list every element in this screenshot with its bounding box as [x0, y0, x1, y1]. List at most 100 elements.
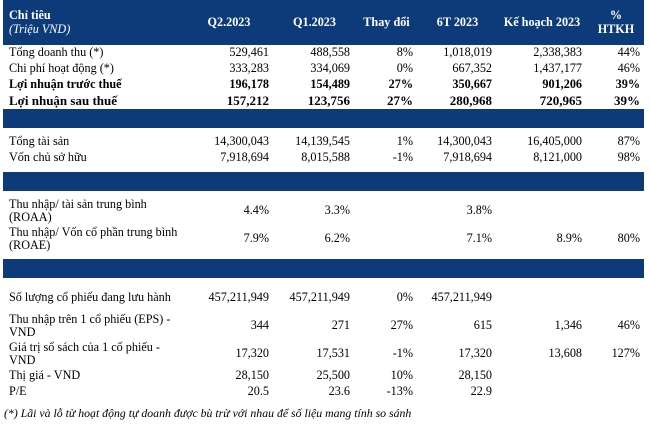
cell-plan-2023: 8.9% [556, 231, 582, 246]
cell-q1-2023: 271 [331, 318, 350, 333]
cell-q2-2023: 529,461 [229, 45, 269, 60]
cell-q2-2023: 17,320 [235, 346, 269, 361]
cell-plan-completion [586, 368, 644, 384]
cell-plan-2023 [496, 368, 586, 384]
section-divider [3, 109, 644, 128]
cell-6m-2023: 7,918,694 [443, 150, 492, 165]
row-label: Lợi nhuận sau thuế [9, 93, 117, 109]
cell-q1-2023: 3.3% [324, 203, 350, 218]
cell-6m-2023: 22.9 [470, 384, 492, 399]
table-row: Lợi nhuận trước thuế 196,178 154,489 27% 350… [3, 77, 644, 93]
header-q1-2023: Q1.2023 [293, 14, 336, 29]
cell-change [354, 197, 417, 225]
cell-change: -13% [386, 384, 413, 399]
row-label: Thu nhập trên 1 cổ phiếu (EPS) - VND [9, 312, 171, 339]
cell-6m-2023: 280,968 [449, 93, 492, 109]
row-label: Thu nhập/ Vốn cổ phần trung bình (ROAE) [9, 225, 178, 252]
cell-6m-2023: 457,211,949 [431, 290, 493, 305]
cell-q2-2023: 333,283 [229, 61, 269, 76]
row-label: Số lượng cổ phiếu đang lưu hành [9, 290, 171, 305]
header-indicator-title: Chỉ tiêu [9, 8, 51, 22]
cell-plan-completion: 127% [611, 346, 640, 361]
row-label: Giá trị sổ sách của 1 cổ phiếu - VND [9, 340, 160, 367]
cell-q1-2023: 154,489 [310, 77, 350, 92]
table-row: Chi phí hoạt động (*) 333,283 334,069 0% 667… [3, 61, 644, 77]
table-header: Chỉ tiêu (Triệu VND) Q2.2023 Q1.2023 Tha… [3, 0, 644, 45]
cell-q1-2023: 457,211,949 [289, 290, 351, 305]
section-divider-bar [3, 259, 644, 278]
cell-plan-2023: 1,346 [554, 318, 582, 333]
cell-q2-2023: 7.9% [243, 231, 269, 246]
cell-q2-2023: 28,150 [235, 368, 269, 383]
table-row: Thu nhập/ tài sản trung bình (ROAA) 4.4% 3… [3, 197, 644, 225]
cell-6m-2023: 14,300,043 [437, 134, 492, 149]
cell-plan-2023: 16,405,000 [527, 134, 582, 149]
cell-change [354, 225, 417, 253]
cell-plan-2023 [496, 384, 586, 400]
table-row: Tổng doanh thu (*) 529,461 488,558 8% 1,018,… [3, 45, 644, 61]
row-label: Lợi nhuận trước thuế [9, 77, 122, 92]
table-row: P/E 20.5 23.6 -13% 22.9 [3, 384, 644, 400]
table-row: Số lượng cổ phiếu đang lưu hành 457,211,9… [3, 284, 644, 312]
cell-q2-2023: 4.4% [243, 203, 269, 218]
row-label: Tổng tài sản [9, 134, 70, 149]
row-label: Vốn chủ sở hữu [9, 150, 87, 165]
row-label: Chi phí hoạt động (*) [9, 61, 114, 76]
header-plan-2023: Kế hoạch 2023 [503, 14, 581, 29]
table-row: Vốn chủ sở hữu 7,918,694 8,015,588 -1% 7,918… [3, 150, 644, 166]
cell-q1-2023: 488,558 [310, 45, 350, 60]
cell-plan-completion [586, 284, 644, 312]
footnote: (*) Lãi và lỗ từ hoạt động tự doanh được… [4, 406, 412, 420]
cell-q2-2023: 157,212 [226, 93, 269, 109]
cell-6m-2023: 667,352 [452, 61, 492, 76]
cell-change: 0% [396, 61, 413, 76]
header-indicator: Chỉ tiêu (Triệu VND) [3, 0, 183, 45]
cell-plan-2023: 1,437,177 [533, 61, 582, 76]
cell-6m-2023: 17,320 [458, 346, 492, 361]
cell-q2-2023: 344 [250, 318, 269, 333]
table-row: Lợi nhuận sau thuế 157,212 123,756 27% 280,9… [3, 93, 644, 109]
cell-plan-completion: 39% [614, 93, 640, 109]
section-divider [3, 172, 644, 191]
cell-plan-2023 [496, 197, 586, 225]
cell-q1-2023: 17,531 [316, 346, 350, 361]
header-change: Thay đổi [363, 14, 410, 29]
cell-plan-2023: 13,608 [548, 346, 582, 361]
cell-6m-2023: 350,667 [452, 77, 492, 92]
header-6m-2023: 6T 2023 [436, 14, 479, 29]
cell-q2-2023: 14,300,043 [214, 134, 269, 149]
financial-table: Chỉ tiêu (Triệu VND) Q2.2023 Q1.2023 Tha… [3, 0, 644, 400]
cell-plan-completion [586, 197, 644, 225]
section-divider-bar [3, 109, 644, 128]
cell-change: 27% [390, 318, 413, 333]
cell-q1-2023: 25,500 [316, 368, 350, 383]
cell-plan-completion: 46% [617, 318, 640, 333]
cell-6m-2023: 615 [473, 318, 492, 333]
cell-q2-2023: 7,918,694 [220, 150, 269, 165]
cell-change: -1% [392, 346, 413, 361]
table-row: Tổng tài sản 14,300,043 14,139,545 1% 14,300… [3, 134, 644, 150]
cell-plan-completion: 39% [615, 77, 640, 92]
section-divider [3, 259, 644, 278]
row-label: Thu nhập/ tài sản trung bình (ROAA) [9, 197, 147, 224]
cell-6m-2023: 3.8% [466, 203, 492, 218]
header-q2-2023: Q2.2023 [207, 14, 251, 29]
cell-q1-2023: 123,756 [307, 93, 350, 109]
table-row: Giá trị sổ sách của 1 cổ phiếu - VND 17,3… [3, 340, 644, 368]
cell-q1-2023: 23.6 [328, 384, 350, 399]
cell-plan-2023 [496, 284, 586, 312]
cell-change: 8% [396, 45, 413, 60]
header-plan-completion: % HTKH [597, 8, 635, 36]
cell-q1-2023: 6.2% [324, 231, 350, 246]
cell-plan-completion: 44% [617, 45, 640, 60]
cell-q1-2023: 334,069 [310, 61, 350, 76]
row-label: Thị giá - VND [9, 368, 81, 383]
cell-change: 27% [387, 93, 413, 109]
cell-plan-completion: 98% [617, 150, 640, 165]
cell-q1-2023: 8,015,588 [301, 150, 350, 165]
cell-plan-completion [586, 384, 644, 400]
row-label: Tổng doanh thu (*) [9, 45, 104, 60]
cell-plan-2023: 8,121,000 [533, 150, 582, 165]
cell-plan-completion: 46% [617, 61, 640, 76]
